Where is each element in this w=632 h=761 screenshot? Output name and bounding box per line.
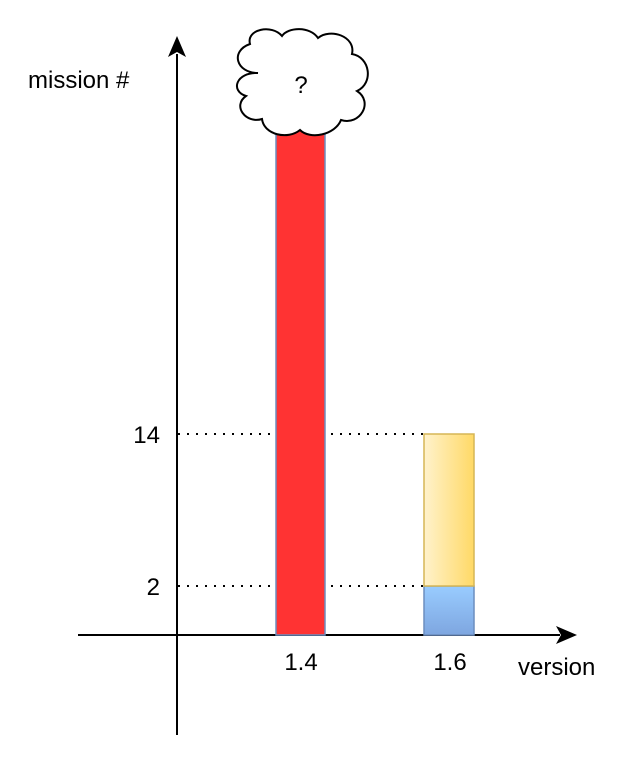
bar-1-4 bbox=[275, 97, 326, 636]
x-tick-label-1-4: 1.4 bbox=[284, 649, 317, 676]
unknown-value-marker: ? bbox=[294, 72, 307, 99]
y-tick-label-14: 14 bbox=[133, 422, 160, 449]
bar-1-6-segment-0-2 bbox=[423, 585, 475, 636]
x-tick-label-1-6: 1.6 bbox=[433, 649, 466, 676]
y-axis-arrowhead bbox=[168, 36, 186, 57]
y-tick-label-2: 2 bbox=[147, 574, 160, 601]
x-axis-arrowhead bbox=[556, 626, 577, 644]
bar-1-6-segment-2-14 bbox=[423, 433, 475, 587]
y-axis-title: mission # bbox=[28, 67, 130, 94]
x-axis-title: version bbox=[518, 654, 595, 681]
cloud-icon bbox=[235, 28, 369, 137]
